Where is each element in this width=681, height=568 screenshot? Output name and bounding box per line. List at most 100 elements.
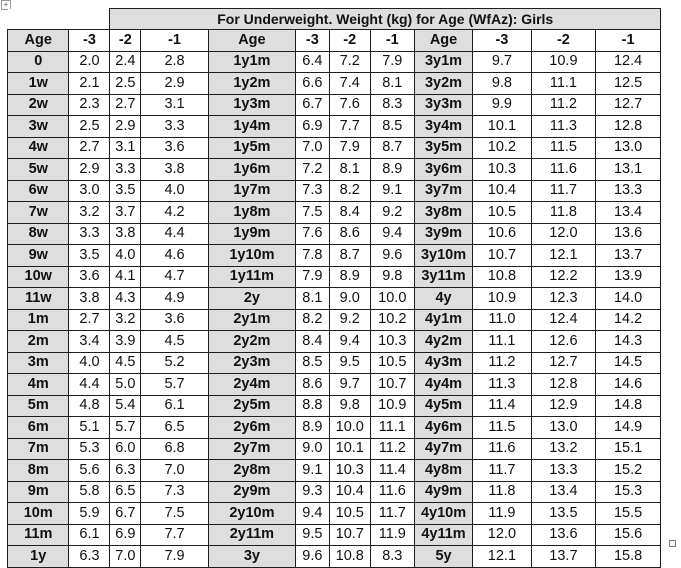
cell-minus1-group3: 15.2 [595,459,661,482]
cell-minus3-group2: 8.9 [294,416,330,439]
cell-minus2-group1: 3.3 [109,158,142,181]
cell-minus3-group2: 7.2 [294,158,330,181]
table-row: 5m 4.8 5.4 6.1 2y5m 8.8 9.8 10.9 4y5m 11.4 12.9 14.… [6,394,661,417]
table-row: 1m 2.7 3.2 3.6 2y1m 8.2 9.2 10.2 4y1m 11.0 12.4 14.… [6,308,661,331]
cell-age-group3: 4y8m [413,459,474,482]
cell-minus2-group1: 4.5 [109,351,142,374]
cell-age-group2: 1y6m [207,158,296,181]
cell-minus3-group3: 11.9 [472,502,532,525]
cell-minus3-group2: 7.0 [294,136,330,159]
cell-minus1-group3: 13.4 [595,201,661,224]
table-row: 9m 5.8 6.5 7.3 2y9m 9.3 10.4 11.6 4y9m 11.8 13.4 15… [6,480,661,503]
cell-age-group3: 3y3m [413,93,474,116]
cell-minus2-group1: 4.0 [109,244,142,267]
cell-minus2-group3: 13.4 [530,480,597,503]
cell-minus2-group1: 3.5 [109,179,142,202]
cell-minus1-group1: 6.5 [140,416,209,439]
blank-corner-cell [7,8,111,30]
cell-minus1-group3: 13.6 [595,222,661,245]
cell-minus3-group2: 7.8 [294,244,330,267]
cell-minus2-group2: 10.7 [328,523,371,546]
cell-minus1-group3: 14.2 [595,308,661,331]
cell-age-group3: 4y6m [413,416,474,439]
header-minus2-group1: -2 [109,29,142,52]
cell-minus2-group1: 6.3 [109,459,142,482]
cell-age-group2: 1y3m [207,93,296,116]
cell-age-group3: 4y1m [413,308,474,331]
cell-minus3-group1: 5.8 [68,480,111,503]
table-row: 3m 4.0 4.5 5.2 2y3m 8.5 9.5 10.5 4y3m 11.2 12.7 14.… [6,351,661,374]
cell-minus1-group3: 12.8 [595,115,661,138]
cell-minus2-group2: 9.0 [328,287,371,310]
header-minus1-group1: -1 [140,29,209,52]
cell-minus2-group3: 12.2 [530,265,597,288]
cell-minus3-group2: 7.6 [294,222,330,245]
cell-minus2-group1: 6.7 [109,502,142,525]
cell-minus1-group3: 14.8 [595,394,661,417]
cell-minus3-group1: 4.0 [68,351,111,374]
header-minus2-group2: -2 [328,29,371,52]
cell-age-group1: 10m [6,502,70,525]
cell-age-group1: 8m [6,459,70,482]
cell-minus2-group1: 2.5 [109,72,142,95]
cell-minus1-group1: 3.1 [140,93,209,116]
cell-minus3-group2: 8.2 [294,308,330,331]
cell-minus1-group3: 14.9 [595,416,661,439]
cell-minus1-group1: 3.8 [140,158,209,181]
cell-minus2-group2: 10.1 [328,437,371,460]
cell-age-group1: 7w [6,201,70,224]
cell-age-group2: 2y9m [207,480,296,503]
cell-age-group1: 9m [6,480,70,503]
cell-minus3-group1: 3.2 [68,201,111,224]
cell-minus1-group3: 13.3 [595,179,661,202]
cell-minus1-group2: 9.2 [369,201,415,224]
cell-minus1-group2: 7.9 [369,50,415,73]
cell-minus3-group3: 10.6 [472,222,532,245]
cell-minus2-group2: 8.2 [328,179,371,202]
cell-minus3-group1: 2.5 [68,115,111,138]
cell-minus2-group2: 10.3 [328,459,371,482]
cell-age-group3: 3y10m [413,244,474,267]
cell-minus2-group3: 12.9 [530,394,597,417]
cell-minus1-group2: 8.9 [369,158,415,181]
table-row: 2w 2.3 2.7 3.1 1y3m 6.7 7.6 8.3 3y3m 9.9 11.2 12.7 [6,93,661,116]
cell-minus1-group3: 15.8 [595,545,661,568]
cell-age-group1: 0 [6,50,70,73]
cell-minus1-group1: 7.3 [140,480,209,503]
cell-minus2-group2: 8.4 [328,201,371,224]
cell-minus1-group3: 14.5 [595,351,661,374]
resize-handle-icon[interactable] [669,540,676,547]
cell-minus2-group2: 10.4 [328,480,371,503]
cell-age-group1: 4m [6,373,70,396]
cell-minus2-group2: 9.7 [328,373,371,396]
cell-minus3-group2: 6.4 [294,50,330,73]
cell-age-group2: 2y8m [207,459,296,482]
cell-minus3-group3: 10.1 [472,115,532,138]
header-minus3-group2: -3 [294,29,330,52]
cell-minus1-group2: 10.9 [369,394,415,417]
table-row: 6w 3.0 3.5 4.0 1y7m 7.3 8.2 9.1 3y7m 10.4 11.7 13.3 [6,179,661,202]
cell-minus2-group3: 11.8 [530,201,597,224]
cell-age-group3: 4y3m [413,351,474,374]
move-handle-icon[interactable]: + [1,0,11,10]
table-row: 11w 3.8 4.3 4.9 2y 8.1 9.0 10.0 4y 10.9 12.3 14.0 [6,287,661,310]
cell-minus3-group1: 3.8 [68,287,111,310]
cell-minus3-group2: 6.7 [294,93,330,116]
cell-minus3-group2: 8.6 [294,373,330,396]
cell-minus3-group1: 6.3 [68,545,111,568]
cell-minus1-group2: 8.1 [369,72,415,95]
cell-minus1-group1: 2.8 [140,50,209,73]
cell-minus3-group1: 3.4 [68,330,111,353]
cell-age-group2: 1y2m [207,72,296,95]
cell-minus1-group1: 4.7 [140,265,209,288]
cell-minus2-group3: 11.1 [530,72,597,95]
cell-minus2-group2: 7.6 [328,93,371,116]
table-row: 5w 2.9 3.3 3.8 1y6m 7.2 8.1 8.9 3y6m 10.3 11.6 13.1 [6,158,661,181]
cell-age-group3: 3y1m [413,50,474,73]
cell-age-group1: 7m [6,437,70,460]
cell-minus1-group3: 12.4 [595,50,661,73]
cell-age-group2: 2y2m [207,330,296,353]
cell-age-group1: 1w [6,72,70,95]
cell-age-group3: 4y5m [413,394,474,417]
cell-minus2-group3: 13.0 [530,416,597,439]
